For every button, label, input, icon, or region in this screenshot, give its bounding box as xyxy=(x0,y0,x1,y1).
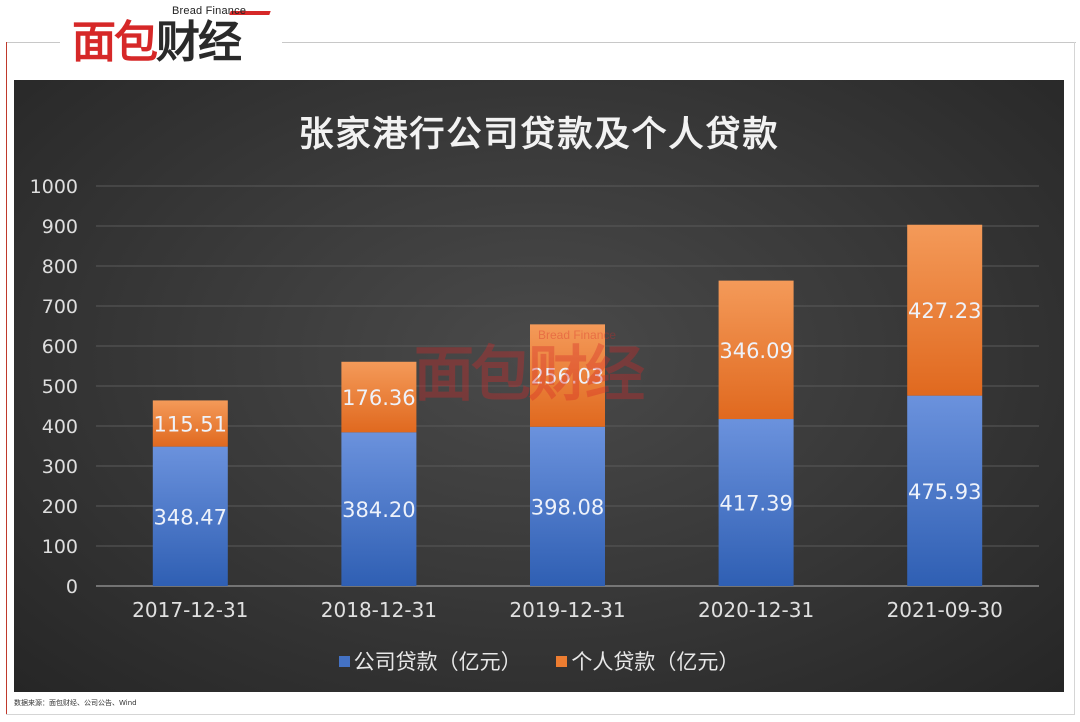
x-tick-label: 2019-12-31 xyxy=(509,598,625,622)
data-label-corporate: 475.93 xyxy=(908,480,981,504)
legend-swatch-personal xyxy=(556,655,568,667)
x-tick-label: 2020-12-31 xyxy=(698,598,814,622)
x-tick-label: 2017-12-31 xyxy=(132,598,248,622)
bar-corporate-loan xyxy=(907,395,983,586)
data-label-personal: 256.03 xyxy=(531,365,604,389)
y-tick-label: 200 xyxy=(42,496,78,518)
source-note: 数据来源：面包财经、公司公告、Wind xyxy=(14,699,137,707)
frame-right-line xyxy=(1074,42,1075,714)
legend-label-personal: 个人贷款（亿元） xyxy=(571,650,740,674)
data-label-corporate: 398.08 xyxy=(531,495,604,519)
y-tick-label: 400 xyxy=(42,416,78,438)
bar-corporate-loan xyxy=(341,432,417,586)
chart-legend: 公司贷款（亿元） 个人贷款（亿元） xyxy=(14,646,1064,676)
data-label-personal: 115.51 xyxy=(154,413,227,437)
bar-corporate-loan xyxy=(718,419,794,586)
data-label-corporate: 384.20 xyxy=(342,498,415,522)
y-tick-label: 700 xyxy=(42,296,78,318)
data-label-personal: 346.09 xyxy=(719,339,792,363)
y-tick-label: 600 xyxy=(42,336,78,358)
legend-item-personal: 个人贷款（亿元） xyxy=(556,646,739,676)
legend-item-corporate: 公司贷款（亿元） xyxy=(338,646,522,676)
frame-top-line xyxy=(6,42,1076,43)
y-tick-label: 800 xyxy=(42,256,78,278)
data-label-personal: 427.23 xyxy=(908,299,981,323)
data-label-personal: 176.36 xyxy=(342,386,415,410)
data-label-corporate: 417.39 xyxy=(719,492,792,516)
bar-personal-loan xyxy=(907,224,983,396)
y-tick-label: 100 xyxy=(42,536,78,558)
frame-bottom-line xyxy=(6,714,1075,715)
logo-chinese: 面包财经 xyxy=(72,17,242,69)
chart-title: 张家港行公司贷款及个人贷款 xyxy=(298,115,780,155)
stacked-bar-chart: 0 100 200 300 400 500 600 700 800 900 1000 348.47 1… xyxy=(30,176,1039,622)
y-tick-label: 0 xyxy=(66,576,78,598)
bar-personal-loan xyxy=(341,361,417,433)
y-tick-label: 500 xyxy=(42,376,78,398)
y-tick-label: 300 xyxy=(42,456,78,478)
logo-chinese-dark: 财经 xyxy=(156,17,242,68)
bar-personal-loan xyxy=(152,400,228,447)
x-tick-label: 2018-12-31 xyxy=(321,598,437,622)
brand-logo: Bread Finance 面包财经 xyxy=(60,0,282,78)
legend-label-corporate: 公司贷款（亿元） xyxy=(353,650,522,674)
bar-personal-loan xyxy=(718,280,794,420)
bar-corporate-loan xyxy=(152,446,228,586)
x-tick-label: 2021-09-30 xyxy=(887,598,1003,622)
logo-english: Bread Finance xyxy=(172,5,247,17)
y-tick-label: 900 xyxy=(42,216,78,238)
y-tick-label: 1000 xyxy=(30,176,78,198)
chart-panel: 张家港行公司贷款及个人贷款 0 100 200 300 400 500 600 700 800 9… xyxy=(14,80,1064,692)
legend-swatch-corporate xyxy=(338,655,350,667)
bar-personal-loan xyxy=(530,324,605,427)
data-label-corporate: 348.47 xyxy=(154,505,227,529)
frame-left-accent xyxy=(6,42,7,714)
logo-chinese-red: 面包 xyxy=(72,17,158,68)
bar-corporate-loan xyxy=(530,426,605,586)
